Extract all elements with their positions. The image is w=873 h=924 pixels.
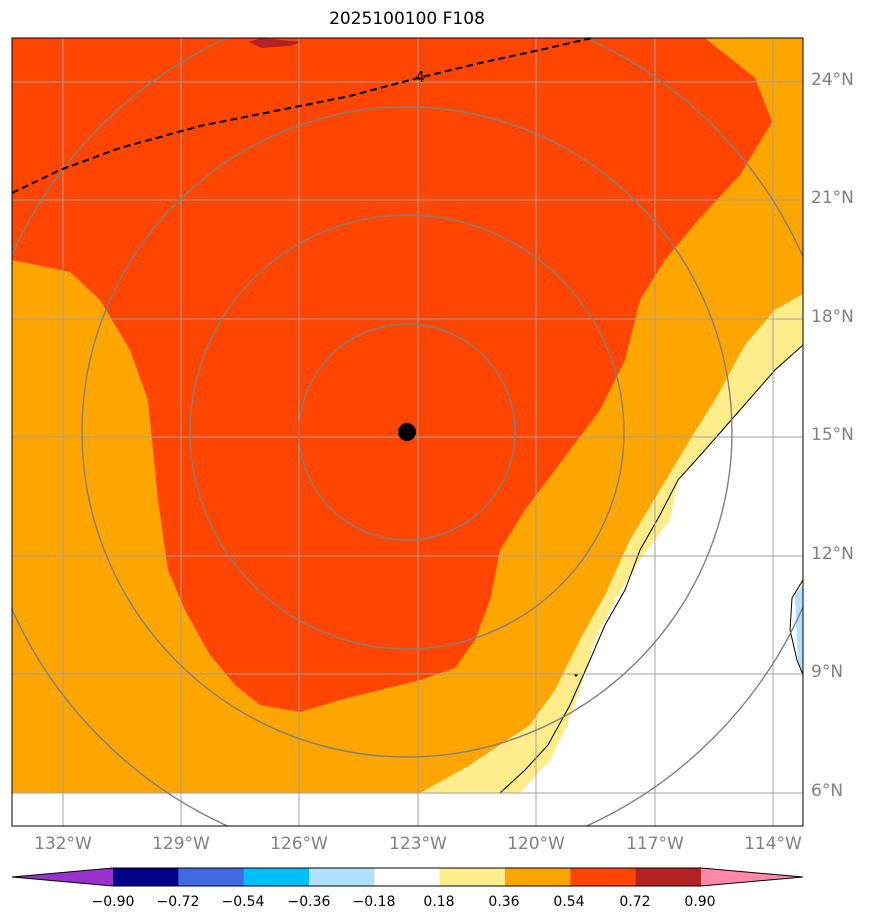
colorbar-segment-8	[570, 868, 637, 886]
colorbar-label-9: 0.72	[619, 894, 651, 910]
colorbar-label-1: −0.90	[91, 894, 135, 910]
colorbar-segment-2	[178, 868, 245, 886]
lat-label-18n: 18°N	[811, 307, 854, 327]
field-light-yellow	[420, 294, 803, 793]
colorbar-label-7: 0.36	[488, 894, 520, 910]
map-title: 2025100100 F108	[329, 9, 485, 29]
colorbar-segment-3	[243, 868, 310, 886]
colorbar-label-10: 0.90	[684, 894, 716, 910]
field-light-blue	[795, 585, 803, 680]
lon-label-114w: 114°W	[744, 834, 802, 854]
colorbar-extend-low	[12, 868, 113, 886]
field-orange-edge	[12, 650, 18, 730]
colorbar-label-2: −0.72	[156, 894, 200, 910]
map-panel: 4	[11, 37, 804, 827]
lon-label-129w: 129°W	[152, 834, 210, 854]
lat-label-9n: 9°N	[811, 662, 844, 682]
lon-label-117w: 117°W	[626, 834, 684, 854]
colorbar-extend-high	[701, 868, 803, 886]
map-frame	[11, 37, 804, 827]
contour-label: 4	[415, 68, 425, 86]
dashed-contour	[12, 38, 593, 194]
colorbar-segment-6	[439, 868, 506, 886]
colorbar-label-3: −0.54	[221, 894, 265, 910]
lon-label-132w: 132°W	[34, 834, 92, 854]
lat-label-15n: 15°N	[811, 425, 854, 445]
lat-label-6n: 6°N	[811, 781, 844, 801]
colorbar-right-arrow-outline	[700, 867, 804, 887]
colorbar-segment-9	[635, 868, 702, 886]
storm-center-dot	[398, 423, 416, 441]
colorbar-label-4: −0.36	[287, 894, 331, 910]
colorbar-label-6: 0.18	[423, 894, 455, 910]
range-rings	[12, 38, 803, 826]
colorbar	[11, 867, 804, 887]
lat-label-21n: 21°N	[811, 188, 854, 208]
coastline	[499, 344, 803, 794]
colorbar-left-arrow-outline	[11, 867, 114, 887]
colorbar-label-5: −0.18	[352, 894, 396, 910]
colorbar-label-8: 0.54	[553, 894, 585, 910]
lon-label-123w: 123°W	[389, 834, 447, 854]
colorbar-segment-5	[374, 868, 441, 886]
lon-label-120w: 120°W	[507, 834, 565, 854]
field-orange-red	[12, 38, 772, 712]
colorbar-segment-1	[113, 868, 179, 886]
lat-label-12n: 12°N	[811, 544, 854, 564]
lon-label-126w: 126°W	[270, 834, 328, 854]
colorbar-segment-7	[505, 868, 571, 886]
lat-label-24n: 24°N	[811, 70, 854, 90]
field-dark-red	[248, 38, 302, 48]
coastline-east	[789, 579, 803, 676]
colorbar-segment-4	[309, 868, 375, 886]
colorbar-segments	[12, 868, 803, 886]
